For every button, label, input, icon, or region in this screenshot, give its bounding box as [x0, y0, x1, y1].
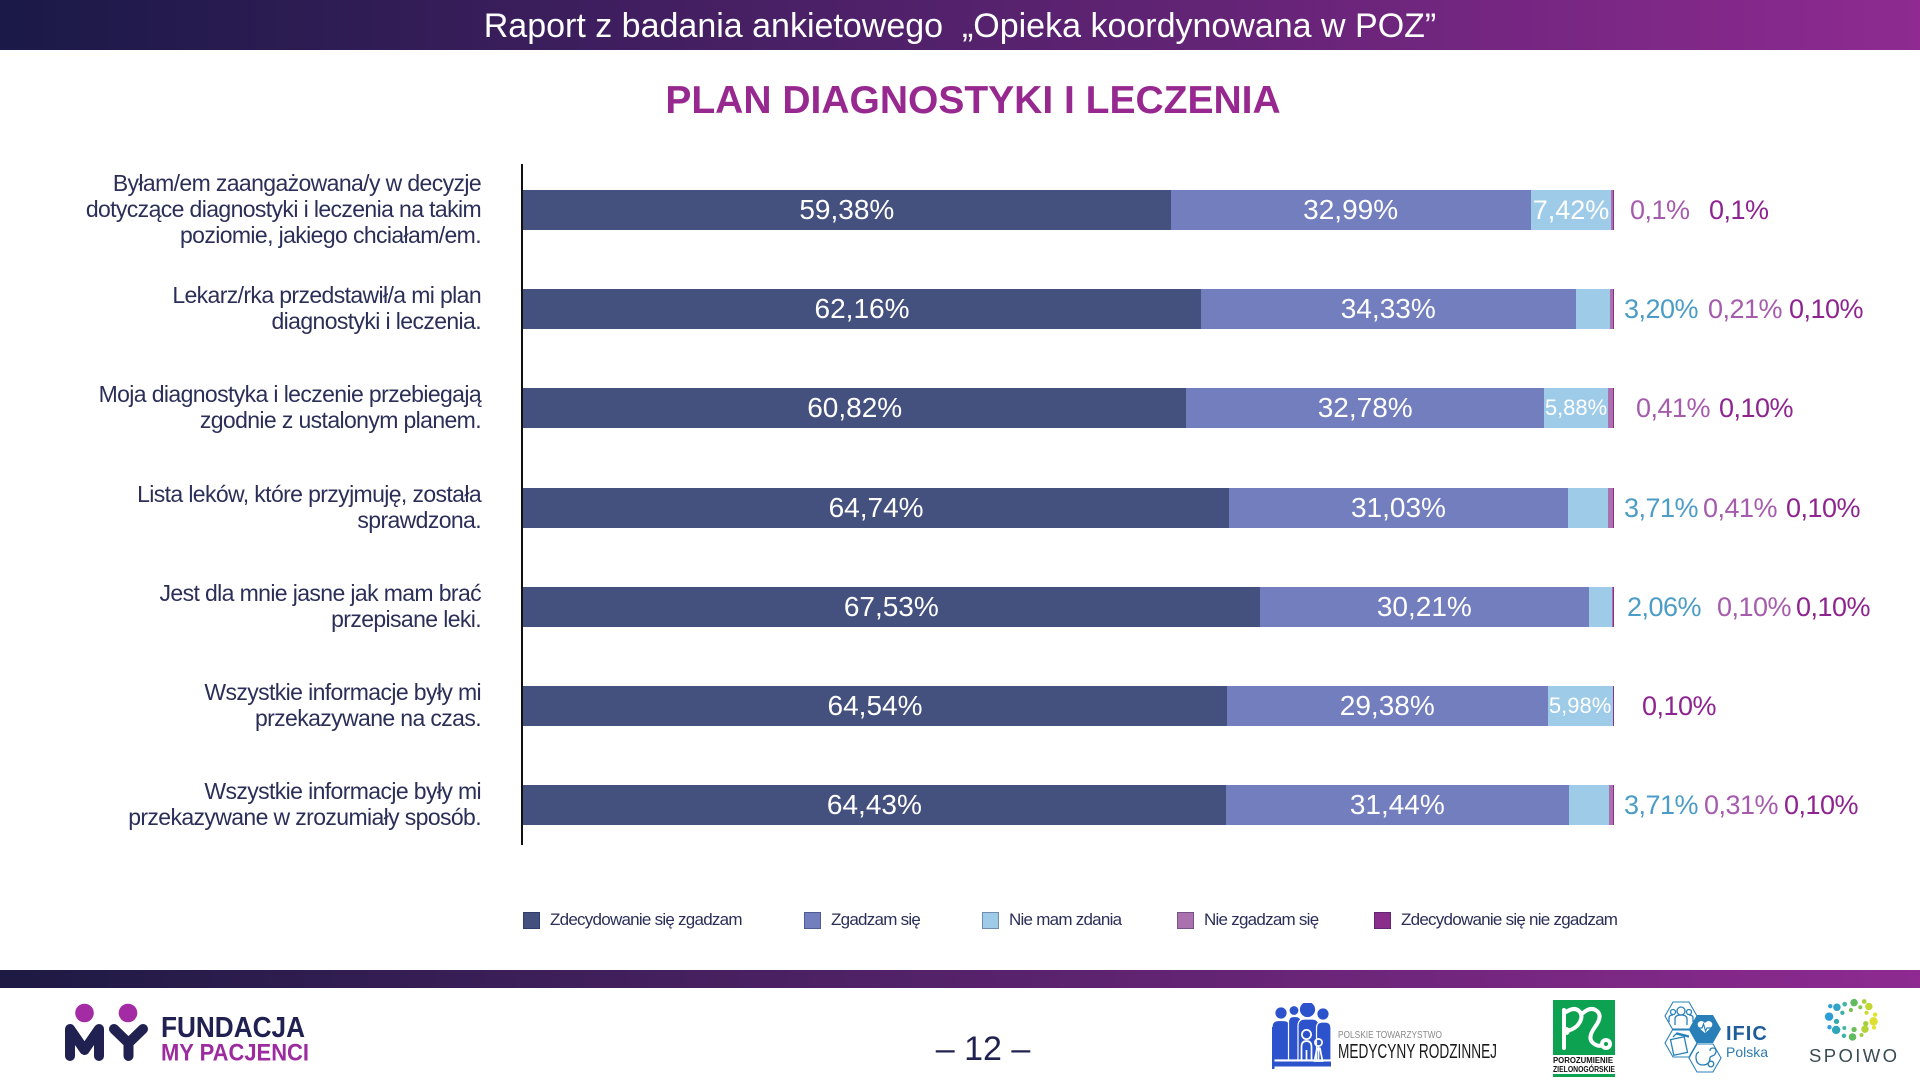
- svg-text:POROZUMIENIE: POROZUMIENIE: [1553, 1056, 1614, 1065]
- svg-text:MEDYCYNY RODZINNEJ: MEDYCYNY RODZINNEJ: [1338, 1041, 1497, 1063]
- svg-text:Polska: Polska: [1726, 1044, 1768, 1060]
- svg-text:ZIELONOGÓRSKIE: ZIELONOGÓRSKIE: [1553, 1065, 1616, 1074]
- svg-text:SPOIWO: SPOIWO: [1809, 1045, 1897, 1066]
- svg-text:MY PACJENCI: MY PACJENCI: [161, 1040, 309, 1067]
- svg-text:POLSKIE TOWARZYSTWO: POLSKIE TOWARZYSTWO: [1338, 1029, 1442, 1041]
- svg-text:IFIC: IFIC: [1726, 1023, 1768, 1045]
- svg-text:FUNDACJA: FUNDACJA: [161, 1012, 305, 1044]
